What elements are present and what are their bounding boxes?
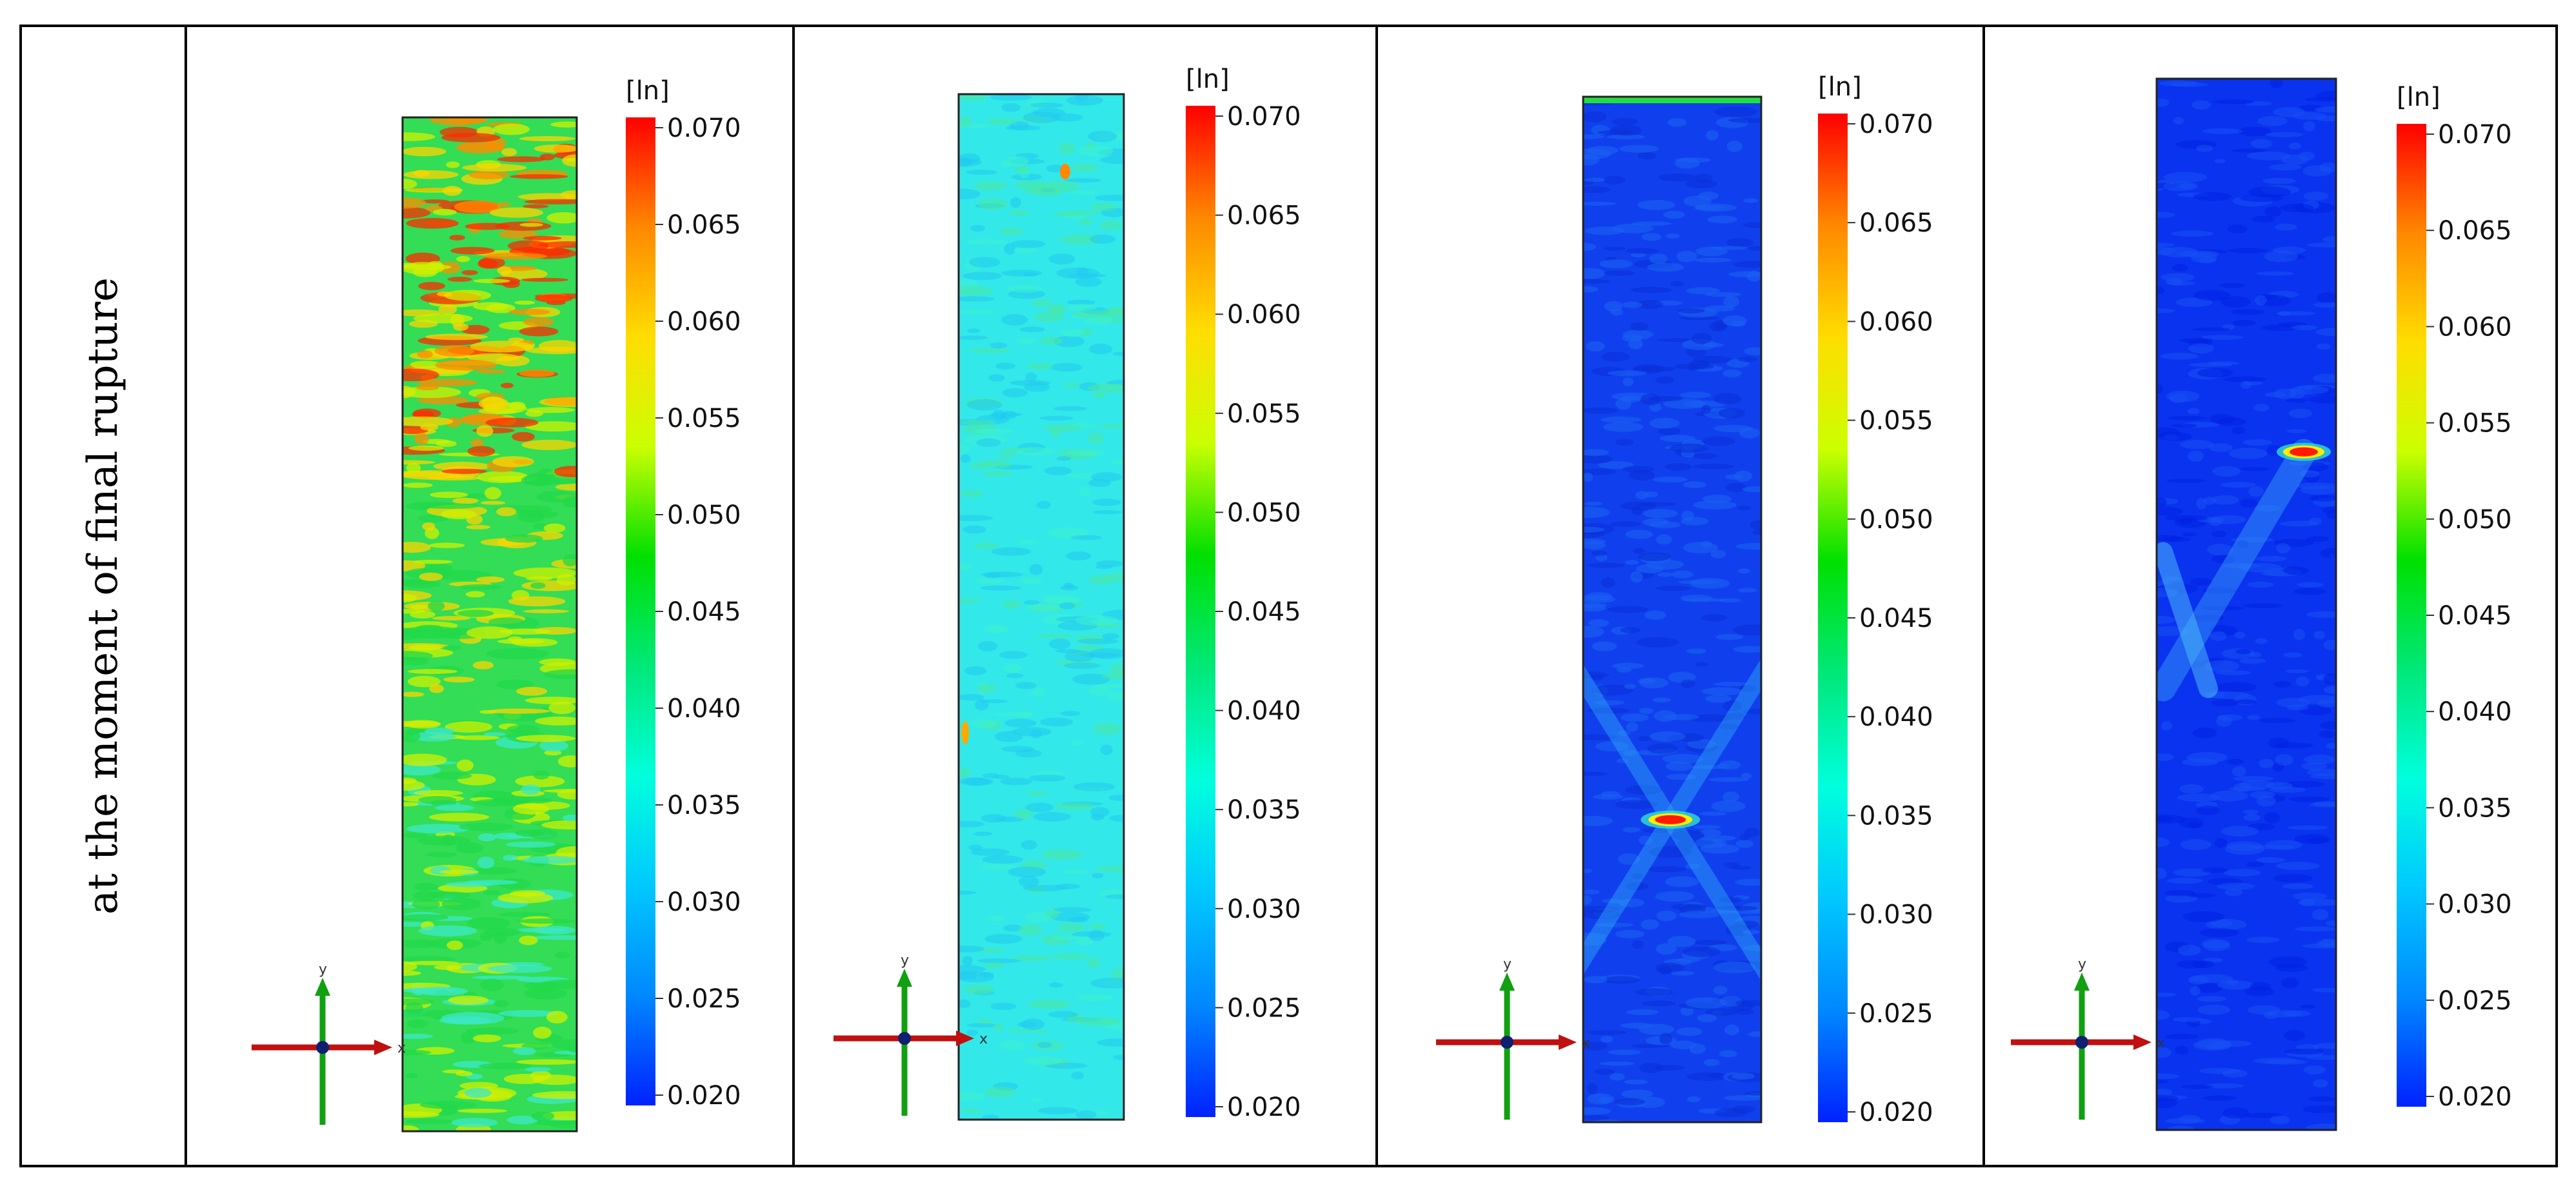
colorbar-tick-label: 0.045	[1227, 597, 1301, 627]
colorbar-tick-label: 0.040	[1859, 702, 1933, 732]
colorbar-unit: [ln]	[2397, 83, 2441, 112]
colorbar-tick-label: 0.065	[2438, 216, 2512, 246]
row-label-cell: at the moment of final rupture	[22, 27, 185, 1165]
colorbar-tick-label: 0.020	[1227, 1093, 1301, 1122]
colorbar-tick-label: 0.060	[1859, 307, 1933, 337]
svg-text:y: y	[1503, 956, 1512, 973]
specimen-strip	[1583, 97, 1761, 1122]
colorbar-tick-label: 0.065	[1859, 208, 1933, 238]
row-label-text: at the moment of final rupture	[79, 277, 127, 915]
colorbar-tick-label: 0.025	[2438, 986, 2512, 1016]
colorbar-unit: [ln]	[1186, 64, 1230, 94]
cell-divider	[1982, 27, 1985, 1165]
svg-text:x: x	[397, 1040, 406, 1056]
colorbar	[2397, 124, 2426, 1107]
colorbar-tick-label: 0.050	[2438, 505, 2512, 535]
specimen-strip	[959, 94, 1124, 1120]
panel-specimen-4: [ln] 0.070 0.065 0.060 0.055 0.050 0.045 0.040 0…	[1985, 27, 2555, 1165]
panel-specimen-2: [ln] 0.070 0.065 0.060 0.055 0.050 0.045 0.040 0…	[795, 27, 1375, 1165]
coordinate-axes-icon: xy	[1436, 956, 1590, 1120]
colorbar-unit: [ln]	[626, 76, 670, 106]
colorbar-tick-label: 0.035	[1859, 801, 1933, 831]
coordinate-axes-icon: xy	[834, 953, 988, 1116]
colorbar-tick-label: 0.060	[2438, 312, 2512, 342]
colorbar-unit: [ln]	[1818, 72, 1862, 102]
svg-text:x: x	[1582, 1035, 1590, 1051]
colorbar-tick-label: 0.050	[667, 500, 741, 530]
colorbar-tick-label: 0.070	[1227, 102, 1301, 132]
svg-text:y: y	[901, 953, 909, 969]
colorbar-tick-label: 0.020	[667, 1081, 741, 1111]
cell-divider	[185, 27, 187, 1165]
colorbar-tick-label: 0.060	[1227, 300, 1301, 330]
colorbar-tick-label: 0.035	[667, 791, 741, 820]
colorbar-tick-label: 0.050	[1227, 498, 1301, 528]
colorbar-tick-label: 0.030	[2438, 890, 2512, 920]
colorbar-tick-label: 0.045	[2438, 601, 2512, 631]
colorbar-tick-label: 0.020	[2438, 1082, 2512, 1112]
colorbar-tick-label: 0.055	[1227, 399, 1301, 429]
panel-specimen-3: [ln] 0.070 0.065 0.060 0.055 0.050 0.045 0.040 0…	[1378, 27, 1982, 1165]
colorbar-tick-label: 0.025	[667, 984, 741, 1014]
colorbar-tick-label: 0.030	[667, 887, 741, 917]
colorbar-tick-label: 0.070	[2438, 120, 2512, 150]
strain-map-svg: [ln] 0.070 0.065 0.060 0.055 0.050 0.045 0.040 0…	[834, 64, 1301, 1122]
colorbar-tick-label: 0.020	[1859, 1098, 1933, 1127]
colorbar	[626, 117, 655, 1105]
colorbar-tick-label: 0.040	[1227, 697, 1301, 726]
panel-specimen-1: [ln] 0.070 0.065 0.060 0.055 0.050 0.045 0.040 0…	[187, 27, 792, 1165]
colorbar-tick-label: 0.070	[667, 114, 741, 143]
colorbar-tick-label: 0.025	[1859, 999, 1933, 1029]
colorbar-tick-label: 0.035	[1227, 795, 1301, 825]
svg-text:x: x	[979, 1031, 988, 1047]
coordinate-axes-icon: xy	[2011, 956, 2165, 1120]
coordinate-axes-icon: xy	[252, 962, 406, 1125]
colorbar-tick-label: 0.055	[2438, 409, 2512, 439]
colorbar-tick-label: 0.060	[667, 307, 741, 337]
colorbar-tick-label: 0.025	[1227, 993, 1301, 1023]
colorbar-tick-label: 0.030	[1227, 895, 1301, 924]
svg-text:y: y	[2078, 956, 2086, 973]
colorbar-tick-label: 0.070	[1859, 110, 1933, 139]
colorbar-tick-label: 0.065	[1227, 201, 1301, 231]
cell-divider	[792, 27, 795, 1165]
colorbar-tick-label: 0.055	[1859, 406, 1933, 436]
colorbar-tick-label: 0.035	[2438, 793, 2512, 823]
specimen-strip	[2157, 79, 2336, 1130]
colorbar-tick-label: 0.040	[667, 694, 741, 724]
strain-map-svg: [ln] 0.070 0.065 0.060 0.055 0.050 0.045 0.040 0…	[252, 76, 741, 1133]
colorbar-tick-label: 0.065	[667, 210, 741, 240]
strain-map-svg: [ln] 0.070 0.065 0.060 0.055 0.050 0.045 0.040 0…	[2011, 77, 2512, 1131]
colorbar-tick-label: 0.045	[667, 597, 741, 627]
colorbar-tick-label: 0.050	[1859, 505, 1933, 535]
colorbar-tick-label: 0.055	[667, 404, 741, 433]
colorbar-tick-label: 0.045	[1859, 604, 1933, 633]
svg-text:y: y	[319, 962, 327, 978]
colorbar	[1186, 106, 1215, 1117]
colorbar	[1818, 114, 1848, 1122]
colorbar-tick-label: 0.030	[1859, 900, 1933, 930]
svg-text:x: x	[2157, 1035, 2165, 1051]
strain-map-svg: [ln] 0.070 0.065 0.060 0.055 0.050 0.045 0.040 0…	[1436, 72, 1933, 1127]
figure-table: at the moment of final rupture [ln] 0.070…	[19, 25, 2558, 1167]
specimen-strip	[403, 117, 577, 1131]
cell-divider	[1375, 27, 1378, 1165]
colorbar-tick-label: 0.040	[2438, 697, 2512, 727]
